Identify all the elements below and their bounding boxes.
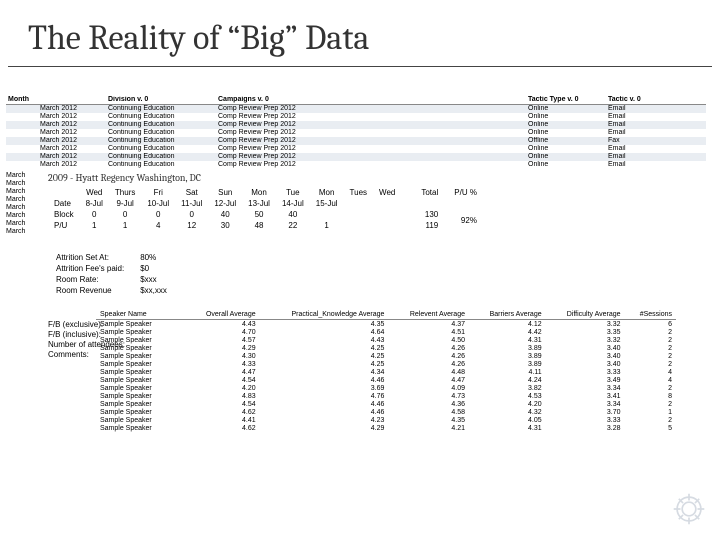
panel-dates: 2009 - Hyatt Regency Washington, DC WedT…	[48, 172, 688, 231]
month-tail-labels: MarchMarchMarchMarchMarchMarchMarchMarch	[6, 172, 25, 236]
col-tactic-type: Tactic Type v. 0	[526, 96, 606, 104]
table-row: March 2012Continuing EducationComp Revie…	[6, 113, 706, 121]
table-row: March 2012Continuing EducationComp Revie…	[6, 105, 706, 113]
table-row: March 2012Continuing EducationComp Revie…	[6, 129, 706, 137]
table-row: March 2012Continuing EducationComp Revie…	[6, 137, 706, 145]
col-tactic: Tactic v. 0	[606, 96, 666, 104]
title-rule	[8, 66, 712, 67]
table-row: March 2012Continuing EducationComp Revie…	[6, 153, 706, 161]
table-dates: WedThursFriSatSunMonTueMonTuesWedTotalP/…	[48, 187, 483, 231]
table-row: March 2012Continuing EducationComp Revie…	[6, 145, 706, 153]
col-month: Month	[6, 96, 38, 104]
table1-header-row: Month Division v. 0 Campaigns v. 0 Tacti…	[6, 96, 706, 105]
col-campaigns: Campaigns v. 0	[216, 96, 356, 104]
page-title: The Reality of “Big” Data	[0, 0, 720, 60]
panel2-header: 2009 - Hyatt Regency Washington, DC	[48, 172, 688, 187]
table-row: March 2012Continuing EducationComp Revie…	[6, 121, 706, 129]
panel-attrition: Attrition Set At:80%Attrition Fee's paid…	[48, 252, 688, 296]
table-attrition: Attrition Set At:80%Attrition Fee's paid…	[48, 252, 175, 296]
table-campaigns: Month Division v. 0 Campaigns v. 0 Tacti…	[6, 96, 706, 169]
col-division: Division v. 0	[106, 96, 216, 104]
table-row: March 2012Continuing EducationComp Revie…	[6, 161, 706, 169]
table-speakers: Speaker NameOverall AveragePractical_Kno…	[96, 310, 676, 432]
watermark-logo	[672, 492, 706, 526]
